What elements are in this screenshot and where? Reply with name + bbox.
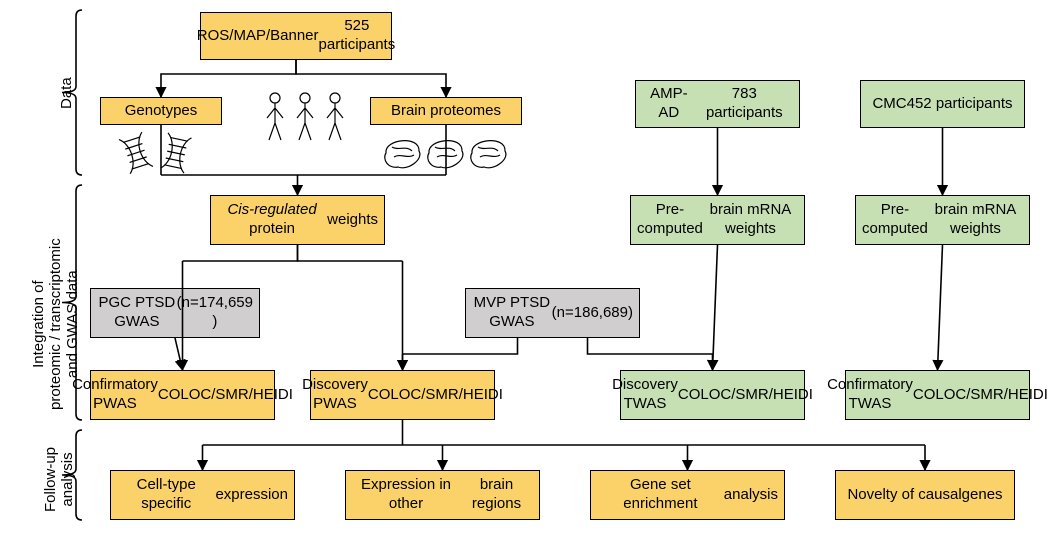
f1-line-1: expression <box>215 486 288 505</box>
pgc-line-0: PGC PTSD GWAS <box>97 294 177 332</box>
cis-line-1: weights <box>327 211 378 230</box>
sec-data-label: Data <box>58 77 75 109</box>
mvp-line-1: (n=186,689) <box>552 304 633 323</box>
prot: Brain proteomes <box>370 97 522 125</box>
ros: ROS/MAP/Banner525 participants <box>200 12 392 60</box>
cmc-line-1: 452 participants <box>907 95 1013 114</box>
sec-integ-label: Integration ofproteomic / transcriptomic… <box>30 238 81 410</box>
f1-line-0: Cell-type specific <box>117 476 215 514</box>
ctwas-line-1: COLOC/SMR/HEIDI <box>913 386 1048 405</box>
f2-line-0: Expression in other <box>352 476 460 514</box>
cpwas: Confirmatory PWASCOLOC/SMR/HEIDI <box>90 370 275 420</box>
ros-line-0: ROS/MAP/Banner <box>197 27 319 46</box>
cmc: CMC452 participants <box>860 80 1025 128</box>
f3: Gene set enrichmentanalysis <box>590 470 785 520</box>
mrna1-line-0: Pre-computed <box>637 201 703 239</box>
amp-line-0: AMP-AD <box>642 85 696 123</box>
mrna2: Pre-computedbrain mRNA weights <box>855 195 1030 245</box>
f3-line-0: Gene set enrichment <box>597 476 724 514</box>
ctwas: Confirmatory TWASCOLOC/SMR/HEIDI <box>845 370 1030 420</box>
bodies-icon <box>255 90 355 145</box>
cpwas-line-1: COLOC/SMR/HEIDI <box>158 386 293 405</box>
dpwas-line-1: COLOC/SMR/HEIDI <box>368 386 503 405</box>
prot-line-0: Brain proteomes <box>391 102 501 121</box>
f4-line-1: genes <box>962 486 1003 505</box>
f3-line-1: analysis <box>724 486 778 505</box>
mrna1-line-1: brain mRNA weights <box>703 201 798 239</box>
pgc-line-1: (n=174,659 ) <box>177 294 253 332</box>
sec-follow-label: Follow-upanalysis <box>42 447 76 512</box>
cpwas-line-0: Confirmatory PWAS <box>72 376 158 414</box>
cis-line-0: Cis-regulated protein <box>217 201 327 239</box>
f4-line-0: Novelty of causal <box>847 486 961 505</box>
mvp: MVP PTSD GWAS(n=186,689) <box>465 288 640 338</box>
dtwas: Discovery TWASCOLOC/SMR/HEIDI <box>620 370 805 420</box>
ctwas-line-0: Confirmatory TWAS <box>827 376 913 414</box>
amp: AMP-AD783 participants <box>635 80 800 128</box>
dpwas: Discovery PWASCOLOC/SMR/HEIDI <box>310 370 495 420</box>
cmc-line-0: CMC <box>872 95 906 114</box>
dpwas-line-0: Discovery PWAS <box>302 376 368 414</box>
cis: Cis-regulated proteinweights <box>210 195 385 245</box>
amp-line-1: 783 participants <box>696 85 793 123</box>
f2-line-1: brain regions <box>460 476 533 514</box>
mvp-line-0: MVP PTSD GWAS <box>472 294 552 332</box>
mrna2-line-1: brain mRNA weights <box>928 201 1023 239</box>
mrna2-line-0: Pre-computed <box>862 201 928 239</box>
brains-icon <box>378 128 513 178</box>
f2: Expression in otherbrain regions <box>345 470 540 520</box>
geno: Genotypes <box>100 97 222 125</box>
geno-line-0: Genotypes <box>125 102 198 121</box>
dna-icon <box>110 128 205 178</box>
ros-line-1: 525 participants <box>319 17 396 55</box>
dtwas-line-0: Discovery TWAS <box>612 376 678 414</box>
mrna1: Pre-computedbrain mRNA weights <box>630 195 805 245</box>
dtwas-line-1: COLOC/SMR/HEIDI <box>678 386 813 405</box>
f1: Cell-type specificexpression <box>110 470 295 520</box>
pgc: PGC PTSD GWAS(n=174,659 ) <box>90 288 260 338</box>
f4: Novelty of causalgenes <box>835 470 1015 520</box>
